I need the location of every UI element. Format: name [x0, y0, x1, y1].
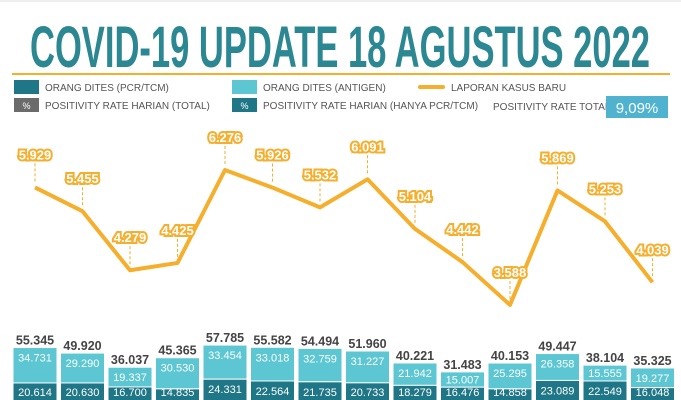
line-point-label: 4.039 — [636, 242, 669, 257]
bar-label-total: 49.447 — [538, 340, 576, 354]
legend-label-pr-pcr: POSITIVITY RATE HARIAN (HANYA PCR/TCM) — [263, 101, 478, 112]
positivity-rate-total-badge — [606, 96, 668, 118]
bar-label-pcr: 16.476 — [446, 387, 480, 399]
line-point-label: 5.455 — [66, 171, 99, 186]
bar-label-antigen: 21.942 — [398, 368, 432, 380]
legend-swatch-pcr — [14, 80, 39, 94]
line-point-label: 5.104 — [399, 189, 432, 204]
legend-label-antigen: ORANG DITES (ANTIGEN) — [263, 83, 386, 94]
bar-label-pcr: 24.331 — [208, 384, 242, 396]
bar-antigen — [345, 350, 390, 384]
bar-label-antigen: 19.277 — [636, 373, 670, 385]
bar-antigen — [202, 344, 248, 380]
bar-label-antigen: 34.731 — [18, 353, 52, 365]
bar-pcr — [107, 386, 153, 400]
bar-pcr — [535, 379, 580, 400]
bar-antigen — [297, 347, 343, 383]
line-point-label: 5.869 — [541, 150, 574, 165]
bar-label-pcr: 18.279 — [398, 387, 432, 399]
bar-pcr — [155, 388, 200, 400]
bar-antigen — [535, 353, 580, 381]
line-point-label: 5.532 — [304, 167, 337, 182]
bar-label-antigen: 33.018 — [256, 352, 290, 364]
bar-label-total: 55.582 — [253, 333, 291, 347]
line-point-label: 6.276 — [209, 130, 242, 145]
line-point-label: 4.425 — [161, 223, 194, 238]
legend-swatch-pr-pcr — [232, 98, 257, 112]
bar-label-pcr: 14.858 — [493, 387, 527, 399]
bar-label-pcr: 16.700 — [113, 387, 147, 399]
bar-label-total: 49.920 — [63, 339, 101, 353]
bar-pcr — [202, 378, 248, 400]
bar-label-total: 57.785 — [206, 331, 244, 345]
bar-label-total: 54.494 — [301, 334, 339, 348]
positivity-rate-total-value: 9,09% — [616, 100, 659, 117]
bar-label-pcr: 20.733 — [351, 387, 385, 399]
bar-label-pcr: 22.564 — [256, 386, 290, 398]
legend-swatch-antigen — [232, 80, 257, 94]
bar-label-pcr: 21.735 — [303, 387, 337, 399]
legend-label-cases: LAPORAN KASUS BARU — [451, 83, 566, 94]
bar-label-antigen: 25.295 — [493, 368, 527, 380]
bar-label-antigen: 26.358 — [541, 359, 575, 371]
legend-label-pcr: ORANG DITES (PCR/TCM) — [45, 83, 169, 94]
bar-label-total: 35.325 — [633, 354, 671, 368]
bar-label-antigen: 29.290 — [66, 358, 100, 370]
bar-pcr — [297, 381, 343, 400]
bar-label-pcr: 16.048 — [636, 387, 670, 399]
legend: ORANG DITES (PCR/TCM) ORANG DITES (ANTIG… — [14, 80, 668, 118]
bar-label-total: 40.221 — [396, 349, 434, 363]
bar-label-total: 31.483 — [443, 358, 481, 372]
bar-label-pcr: 22.549 — [588, 386, 622, 398]
bar-label-total: 51.960 — [348, 337, 386, 351]
bar-label-pcr: 20.614 — [18, 387, 52, 399]
bar-antigen — [155, 357, 200, 390]
chart-title: COVID-19 UPDATE 18 AGUSTUS 2022 — [30, 15, 650, 80]
positivity-rate-total-label: POSITIVITY RATE TOTAL — [493, 102, 611, 113]
bar-label-total: 45.365 — [158, 344, 196, 358]
bar-label-total: 36.037 — [111, 353, 149, 367]
bar-label-pcr: 14.835 — [161, 387, 195, 399]
bar-label-antigen: 19.337 — [113, 372, 147, 384]
line-point-label: 6.091 — [351, 139, 384, 154]
bar-pcr — [487, 388, 533, 400]
bar-pcr — [250, 380, 295, 400]
bar-pcr — [440, 386, 485, 400]
bar-antigen — [12, 347, 58, 384]
bar-pcr — [630, 387, 675, 400]
bar-label-antigen: 31.227 — [351, 356, 385, 368]
bar-pcr — [60, 382, 105, 400]
bar-label-total: 55.345 — [16, 334, 54, 348]
line-point-label: 5.253 — [589, 181, 622, 196]
line-point-label: 5.926 — [256, 148, 289, 163]
bar-label-total: 40.153 — [491, 349, 529, 363]
percent-icon: % — [22, 101, 30, 111]
bar-label-antigen: 15.007 — [446, 375, 480, 387]
bar-label-antigen: 33.454 — [208, 350, 242, 362]
bar-label-total: 38.104 — [586, 351, 624, 365]
bar-label-pcr: 20.630 — [66, 387, 100, 399]
bar-label-pcr: 23.089 — [541, 385, 575, 397]
bar-label-antigen: 15.555 — [588, 368, 622, 380]
legend-swatch-pr-total — [14, 98, 39, 112]
bar-antigen — [60, 352, 105, 384]
bar-pcr — [582, 380, 628, 400]
line-point-label: 4.279 — [114, 230, 147, 245]
line-point-label: 4.442 — [446, 222, 479, 237]
bar-pcr — [12, 382, 58, 400]
percent-icon: % — [240, 101, 248, 111]
line-cases — [34, 168, 655, 307]
line-point-label: 5.929 — [19, 147, 52, 162]
bar-pcr — [392, 384, 438, 400]
bar-label-antigen: 30.530 — [161, 363, 195, 375]
line-point-label: 3.588 — [494, 265, 527, 280]
bar-pcr — [345, 382, 390, 400]
legend-label-pr-total: POSITIVITY RATE HARIAN (TOTAL) — [45, 101, 210, 112]
bar-label-antigen: 32.759 — [303, 353, 337, 365]
